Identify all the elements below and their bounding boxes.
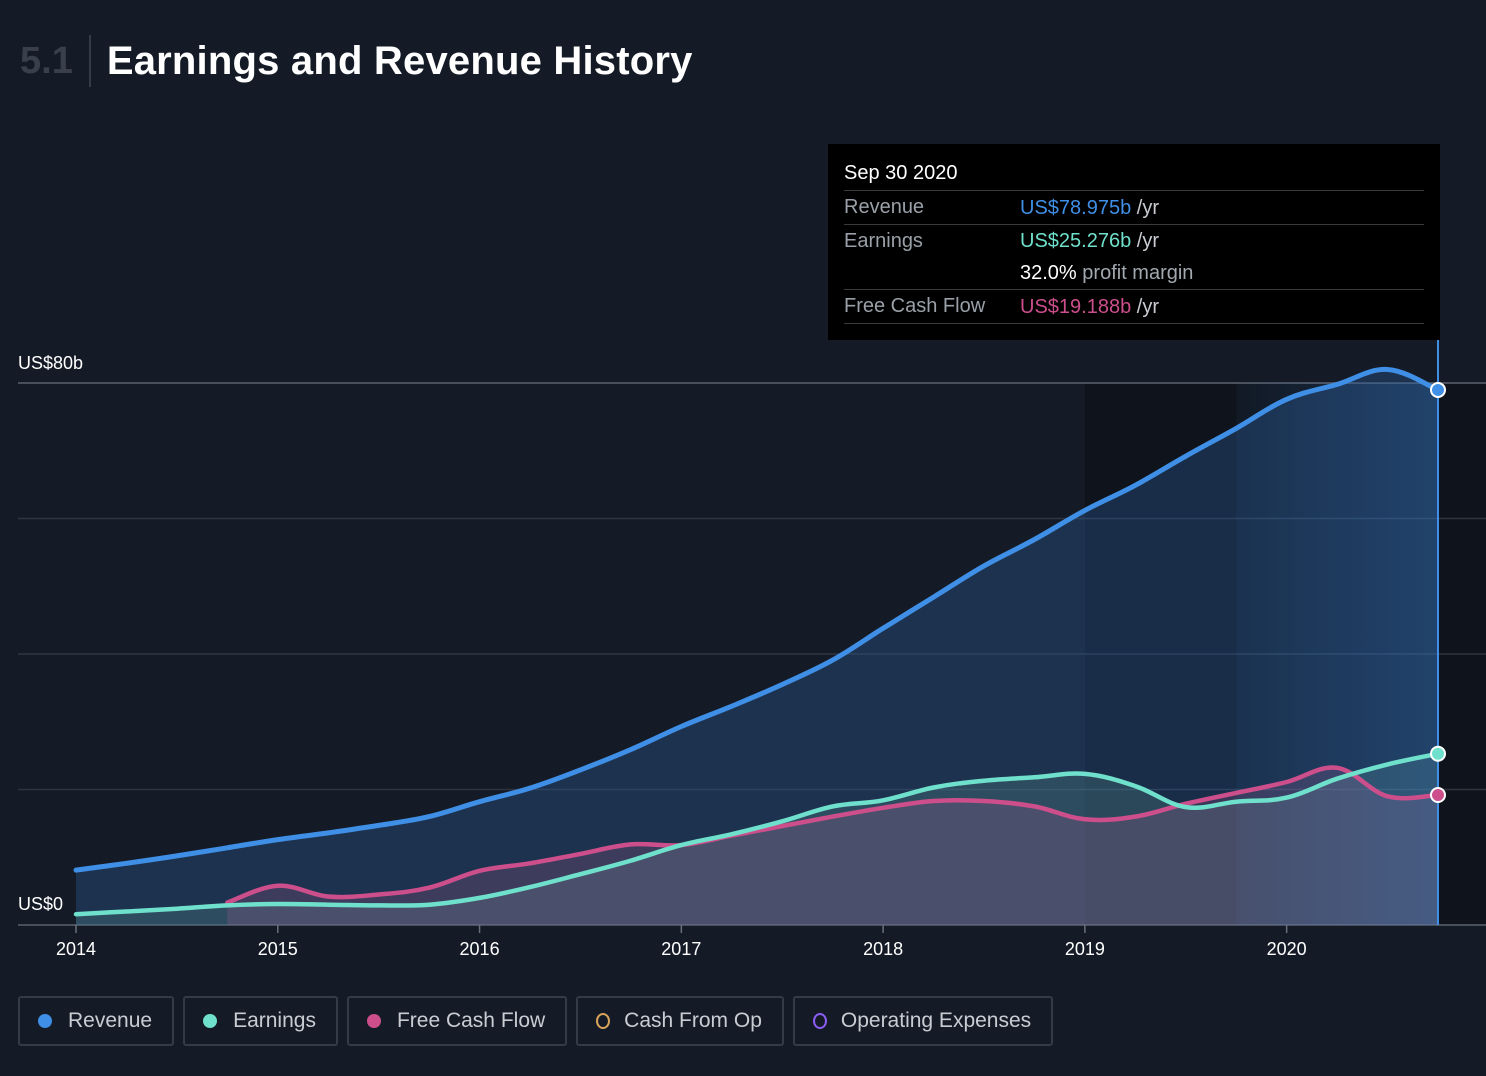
legend-revenue-button[interactable]: Revenue xyxy=(18,996,175,1046)
revenue-dot-icon xyxy=(38,1014,52,1028)
x-tick-label: 2020 xyxy=(1267,939,1307,959)
x-tick-label: 2018 xyxy=(863,939,903,959)
legend-fcf-button[interactable]: Free Cash Flow xyxy=(346,996,568,1046)
legend-revenue-label: Revenue xyxy=(68,1009,153,1032)
cash-from-op-ring-icon xyxy=(596,1013,611,1029)
tooltip-margin-label: profit margin xyxy=(1082,262,1194,284)
page-title: Earnings and Revenue History xyxy=(106,38,693,83)
operating-expenses-ring-icon xyxy=(812,1013,827,1029)
legend-earnings-button[interactable]: Earnings xyxy=(183,996,338,1046)
earnings-end-point[interactable] xyxy=(1430,745,1446,762)
tooltip-revenue-label: Revenue xyxy=(844,196,925,218)
tooltip-earnings-value: US$25.276b xyxy=(1020,230,1132,252)
chart-tooltip: Sep 30 2020 Revenue US$78.975b /yr Earni… xyxy=(828,144,1440,340)
tooltip-margin-value: 32.0% xyxy=(1020,262,1077,284)
tooltip-revenue-value: US$78.975b xyxy=(1020,196,1132,219)
revenue-line[interactable] xyxy=(73,366,1441,873)
earnings-dot-icon xyxy=(203,1014,218,1028)
chart-legend: Revenue Earnings Free Cash Flow Cash Fro… xyxy=(18,996,1054,1046)
x-tick-label: 2014 xyxy=(56,939,96,959)
x-tick-label: 2019 xyxy=(1065,939,1105,959)
fcf-end-point[interactable] xyxy=(1430,787,1446,804)
legend-operating-expenses-label: Operating Expenses xyxy=(840,1009,1032,1032)
legend-cash-from-op-label: Cash From Op xyxy=(624,1009,762,1032)
header-divider xyxy=(88,35,91,87)
revenue-area xyxy=(76,369,1438,925)
x-tick-label: 2017 xyxy=(661,939,701,959)
tooltip-unit: /yr xyxy=(1136,230,1159,252)
earnings-line[interactable] xyxy=(73,751,1441,917)
section-number: 5.1 xyxy=(20,39,73,82)
legend-cash-from-op-button[interactable]: Cash From Op xyxy=(576,996,784,1046)
tooltip-row-revenue: Revenue US$78.975b /yr xyxy=(844,191,1424,225)
legend-earnings-label: Earnings xyxy=(233,1009,316,1032)
tooltip-fcf-value: US$19.188b xyxy=(1020,295,1132,318)
tooltip-date: Sep 30 2020 xyxy=(844,158,1424,191)
tooltip-row-fcf: Free Cash Flow US$19.188b /yr xyxy=(844,290,1424,324)
tooltip-fcf-label: Free Cash Flow xyxy=(844,295,986,317)
highlight-period xyxy=(1236,383,1438,925)
y-axis-label-top: US$80b xyxy=(18,353,83,373)
revenue-end-point[interactable] xyxy=(1430,381,1446,398)
section-header: 5.1 Earnings and Revenue History xyxy=(20,34,693,88)
x-tick-label: 2016 xyxy=(460,939,500,959)
legend-operating-expenses-button[interactable]: Operating Expenses xyxy=(792,996,1054,1046)
tooltip-unit: /yr xyxy=(1136,295,1159,318)
legend-fcf-label: Free Cash Flow xyxy=(396,1009,546,1032)
tooltip-unit: /yr xyxy=(1136,196,1159,219)
fcf-dot-icon xyxy=(366,1014,381,1028)
tooltip-row-earnings: Earnings US$25.276b /yr 32.0% profit mar… xyxy=(844,225,1424,290)
earnings-revenue-chart[interactable]: US$80b US$0 2014 2015 2016 2017 2018 2019 2020 xyxy=(0,0,1486,990)
earnings-area xyxy=(76,753,1438,925)
y-axis-label-bottom: US$0 xyxy=(18,894,63,914)
tooltip-earnings-label: Earnings xyxy=(844,230,923,252)
x-tick-label: 2015 xyxy=(258,939,298,959)
fcf-line[interactable] xyxy=(225,765,1441,905)
